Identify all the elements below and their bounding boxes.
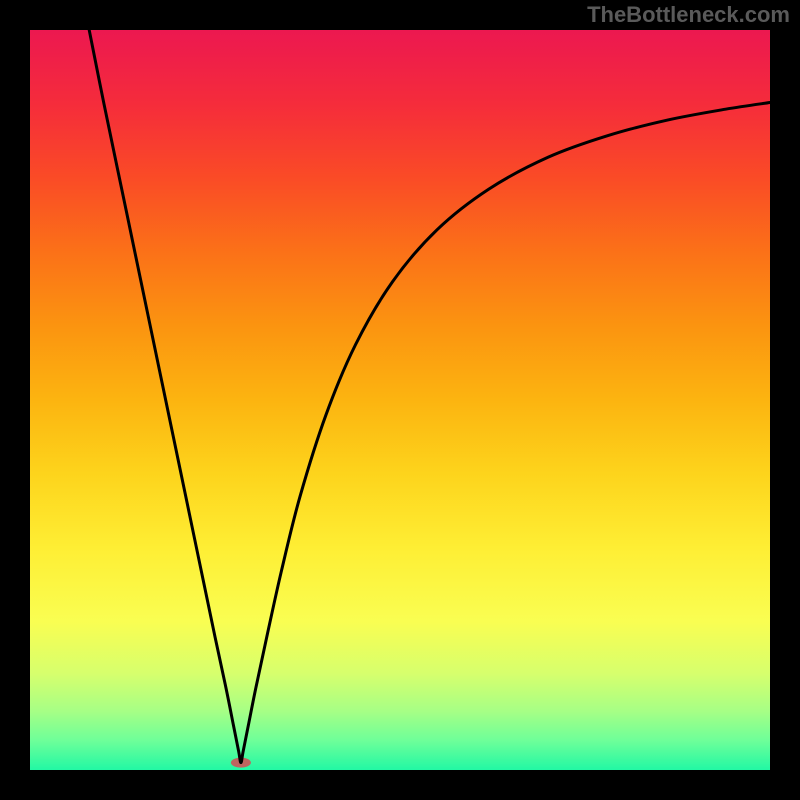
plot-background xyxy=(30,30,770,770)
bottleneck-chart xyxy=(0,0,800,800)
watermark-text: TheBottleneck.com xyxy=(587,2,790,28)
chart-container: TheBottleneck.com xyxy=(0,0,800,800)
